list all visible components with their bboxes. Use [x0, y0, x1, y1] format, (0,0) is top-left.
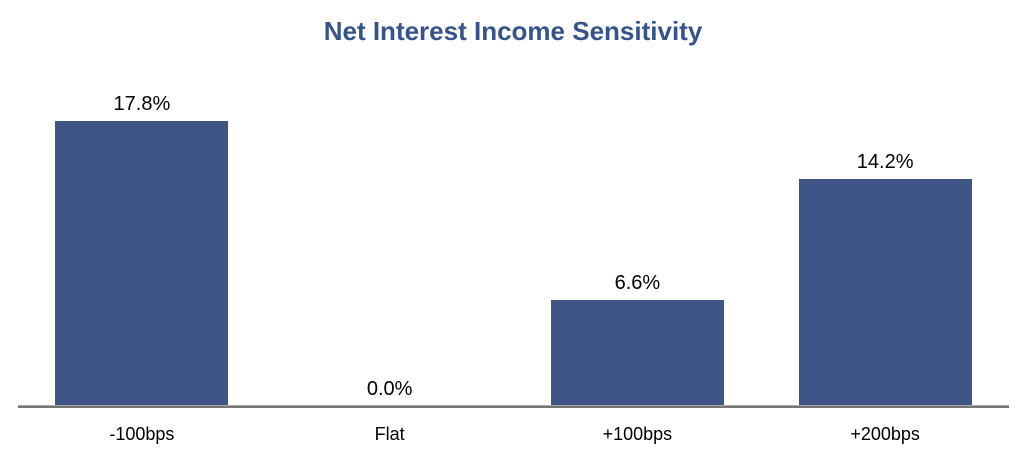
bar-column: 14.2%	[761, 90, 1009, 406]
bar-value-label: 0.0%	[366, 378, 413, 400]
plot-area: 17.8% 0.0% 6.6% 14.2%	[18, 90, 1009, 406]
bar-value-label: 14.2%	[856, 150, 914, 173]
bar-value-label: 6.6%	[614, 272, 661, 295]
bar-column: 6.6%	[514, 90, 762, 406]
bar-series: 17.8% 0.0% 6.6% 14.2%	[18, 90, 1009, 406]
bar	[55, 121, 229, 406]
bar-value-label: 17.8%	[113, 93, 171, 116]
chart-title: Net Interest Income Sensitivity	[323, 16, 703, 46]
x-axis-label: +200bps	[850, 424, 920, 444]
bar-column: 0.0%	[266, 90, 514, 406]
x-axis-line	[18, 405, 1009, 408]
x-axis-label: Flat	[374, 424, 405, 444]
x-axis-label: +100bps	[602, 424, 673, 444]
x-axis-labels: -100bps Flat +100bps +200bps	[18, 423, 1009, 445]
bar	[550, 300, 724, 406]
bar	[798, 178, 972, 406]
x-axis-label: -100bps	[109, 424, 175, 444]
bar-column: 17.8%	[18, 90, 266, 406]
